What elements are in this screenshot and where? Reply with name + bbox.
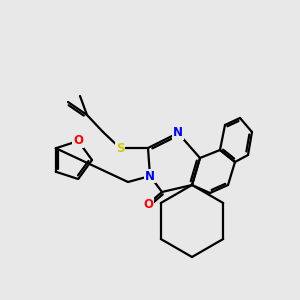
Text: O: O bbox=[143, 197, 153, 211]
Text: N: N bbox=[173, 127, 183, 140]
Text: S: S bbox=[116, 142, 124, 154]
Text: N: N bbox=[145, 169, 155, 182]
Text: O: O bbox=[73, 134, 83, 148]
